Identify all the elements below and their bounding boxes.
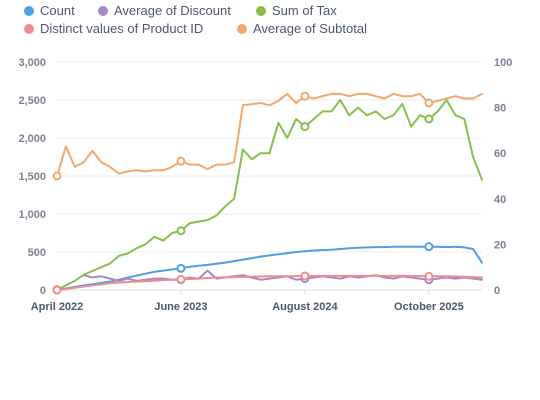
legend-item-distinct-values-of-product-id[interactable]: Distinct values of Product ID xyxy=(24,21,203,36)
data-point-distinct-values-of-product-id xyxy=(424,271,434,281)
series-average-of-subtotal xyxy=(52,91,483,181)
data-point-distinct-values-of-product-id xyxy=(52,285,62,295)
y-left-tick-label: 1,000 xyxy=(18,209,46,221)
series-count xyxy=(52,242,483,295)
data-point-average-of-subtotal xyxy=(300,91,310,101)
series-line-distinct-values-of-product-id xyxy=(56,274,483,291)
legend-dot-icon xyxy=(237,23,247,34)
data-point-sum-of-tax xyxy=(300,122,310,132)
data-point-count xyxy=(176,263,186,273)
legend-item-average-of-discount[interactable]: Average of Discount xyxy=(98,3,231,18)
grid-lines xyxy=(57,61,482,291)
y-right-tick-label: 80 xyxy=(494,103,506,115)
x-tick-label: August 2024 xyxy=(272,301,338,313)
y-left-tick-label: 500 xyxy=(28,247,46,259)
legend-dot-icon xyxy=(24,5,34,16)
data-point-average-of-subtotal xyxy=(52,171,62,181)
legend-label: Sum of Tax xyxy=(272,3,337,18)
legend-dot-icon xyxy=(256,5,266,16)
series-line-count xyxy=(56,245,483,291)
series-group xyxy=(52,91,483,295)
y-right-tick-label: 20 xyxy=(494,239,506,251)
x-tick-label: June 2023 xyxy=(154,301,207,313)
legend-dot-icon xyxy=(98,5,108,16)
data-point-sum-of-tax xyxy=(176,226,186,236)
x-tick-label: October 2025 xyxy=(394,301,464,313)
data-point-count xyxy=(424,242,434,252)
y-left-tick-label: 1,500 xyxy=(18,171,46,183)
y-left-tick-label: 2,000 xyxy=(18,133,46,145)
y-right-tick-label: 100 xyxy=(494,57,512,69)
data-point-distinct-values-of-product-id xyxy=(300,271,310,281)
data-point-distinct-values-of-product-id xyxy=(176,274,186,284)
series-distinct-values-of-product-id xyxy=(52,271,483,295)
y-axis-right: 0 20 40 60 80 100 xyxy=(494,57,512,297)
y-axis-left: 0 500 1,000 1,500 2,000 2,500 3,000 xyxy=(18,57,46,297)
chart-legend: Count Average of Discount Sum of Tax Dis… xyxy=(0,0,540,40)
legend-item-average-of-subtotal[interactable]: Average of Subtotal xyxy=(237,21,367,36)
x-tick-label: April 2022 xyxy=(31,301,84,313)
x-axis: April 2022 June 2023 August 2024 October 20… xyxy=(31,290,464,313)
line-chart: 0 500 1,000 1,500 2,000 2,500 3,000 0 20 40 60 80 1… xyxy=(18,57,512,313)
y-right-tick-label: 0 xyxy=(494,285,500,297)
series-sum-of-tax xyxy=(52,99,483,295)
data-point-average-of-subtotal xyxy=(424,98,434,108)
y-right-tick-label: 40 xyxy=(494,194,506,206)
data-point-sum-of-tax xyxy=(424,114,434,124)
series-line-sum-of-tax xyxy=(56,99,483,291)
legend-label: Distinct values of Product ID xyxy=(40,21,204,36)
legend-item-count[interactable]: Count xyxy=(24,3,75,18)
legend-label: Average of Discount xyxy=(114,3,231,18)
series-line-average-of-subtotal xyxy=(56,92,483,177)
y-left-tick-label: 3,000 xyxy=(18,57,46,69)
legend-label: Average of Subtotal xyxy=(253,21,367,36)
legend-dot-icon xyxy=(24,23,34,34)
data-point-average-of-subtotal xyxy=(176,156,186,166)
y-left-tick-label: 0 xyxy=(40,285,46,297)
y-left-tick-label: 2,500 xyxy=(18,95,46,107)
legend-label: Count xyxy=(40,3,75,18)
y-right-tick-label: 60 xyxy=(494,148,506,160)
legend-item-sum-of-tax[interactable]: Sum of Tax xyxy=(256,3,337,18)
